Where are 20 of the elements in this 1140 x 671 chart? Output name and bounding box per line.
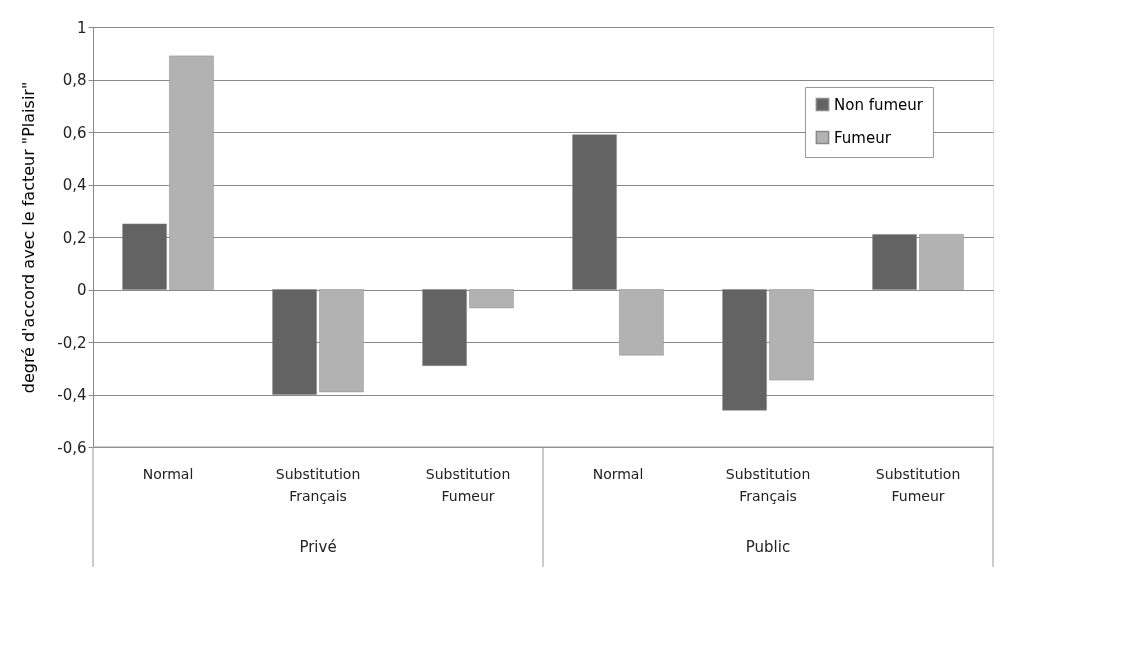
text: Public [745, 538, 791, 556]
y-tick-label: -0,4 [57, 386, 87, 404]
y-tick-label: -0,6 [57, 438, 87, 457]
x-tick-label: Substitution Français [275, 465, 361, 504]
y-tick-label: 0 [76, 281, 87, 299]
y-tick-label: -0,2 [57, 333, 87, 352]
legend-label: Fumeur [834, 128, 892, 147]
y-tick-label: 0,4 [62, 176, 87, 194]
legend-label: Non fumeur [834, 95, 924, 114]
y-axis-title: degré d'accord avec le facteur "Plaisir" [19, 81, 39, 394]
y-tick-label: 1 [76, 18, 87, 37]
y-tick-label: 0,2 [62, 228, 87, 247]
x-tick-label: Normal [592, 465, 644, 482]
text: Privé [299, 538, 337, 556]
x-tick-label: Substitution Fumeur [425, 465, 511, 504]
y-tick-label: 0,6 [62, 123, 87, 142]
x-tick-label: Normal [142, 465, 194, 482]
y-tick-label: 0,8 [62, 71, 87, 89]
x-tick-label: Substitution Fumeur [875, 465, 961, 504]
x-tick-label: Substitution Français [725, 465, 811, 504]
